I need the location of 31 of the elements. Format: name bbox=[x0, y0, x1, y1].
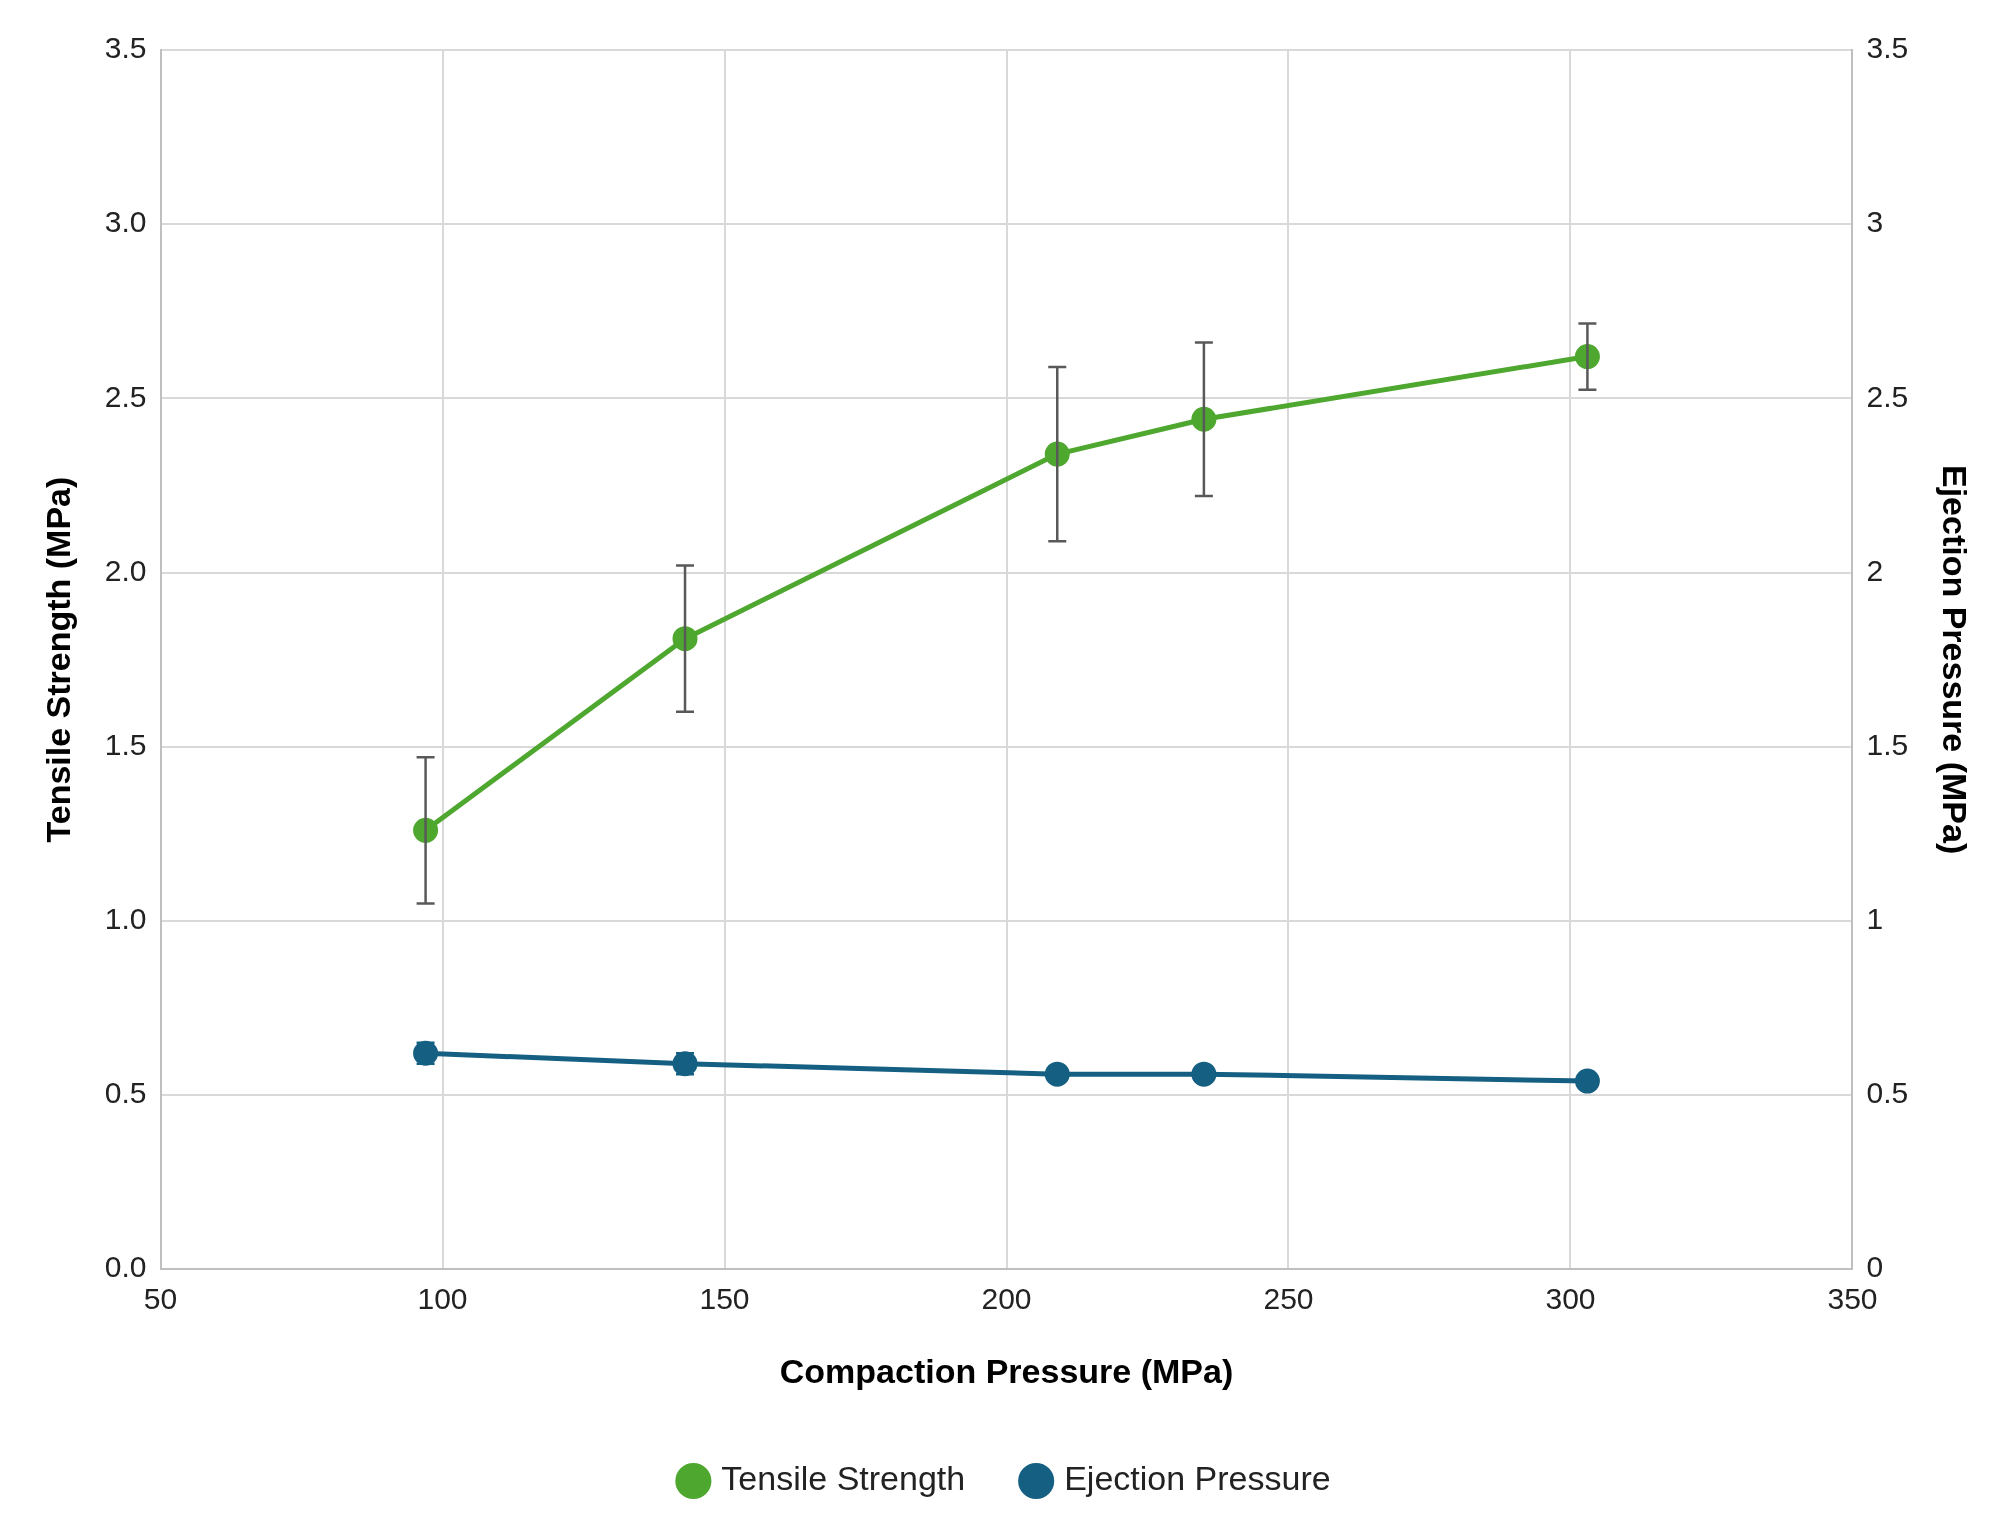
x-tick-label: 350 bbox=[1827, 1282, 1878, 1316]
y2-tick-label: 1 bbox=[1866, 902, 1884, 936]
x-tick-label: 200 bbox=[981, 1282, 1032, 1316]
x-tick-label: 300 bbox=[1545, 1282, 1596, 1316]
y-tick-label: 3.5 bbox=[104, 31, 147, 65]
y2-tick-label: 2.5 bbox=[1866, 379, 1909, 413]
y2-axis-title: Ejection Pressure (MPa) bbox=[1936, 464, 1975, 855]
x-tick-label: 150 bbox=[699, 1282, 750, 1316]
y2-tick-label: 2 bbox=[1866, 553, 1884, 587]
y-tick-label: 3.0 bbox=[104, 205, 147, 239]
y2-tick-label: 0 bbox=[1866, 1250, 1884, 1284]
y-tick-label: 1.5 bbox=[104, 727, 147, 761]
legend-label: Tensile Strength bbox=[721, 1459, 966, 1498]
y-axis-title: Tensile Strength (MPa) bbox=[38, 476, 77, 843]
y2-tick-label: 3 bbox=[1866, 205, 1884, 239]
y2-tick-label: 0.5 bbox=[1866, 1076, 1909, 1110]
point bbox=[1574, 1068, 1600, 1094]
legend-label: Ejection Pressure bbox=[1064, 1459, 1331, 1498]
y2-tick-label: 1.5 bbox=[1866, 727, 1909, 761]
y-tick-label: 0.5 bbox=[104, 1076, 147, 1110]
y-tick-label: 0.0 bbox=[104, 1250, 147, 1284]
y2-tick-label: 3.5 bbox=[1866, 31, 1909, 65]
x-tick-label: 250 bbox=[1263, 1282, 1314, 1316]
point bbox=[1044, 1061, 1070, 1087]
x-axis-title: Compaction Pressure (MPa) bbox=[779, 1351, 1234, 1390]
y-tick-label: 1.0 bbox=[104, 902, 147, 936]
y-tick-label: 2.5 bbox=[104, 379, 147, 413]
x-tick-label: 50 bbox=[143, 1282, 178, 1316]
x-tick-label: 100 bbox=[417, 1282, 468, 1316]
y-tick-label: 2.0 bbox=[104, 553, 147, 587]
point bbox=[1191, 1061, 1217, 1087]
